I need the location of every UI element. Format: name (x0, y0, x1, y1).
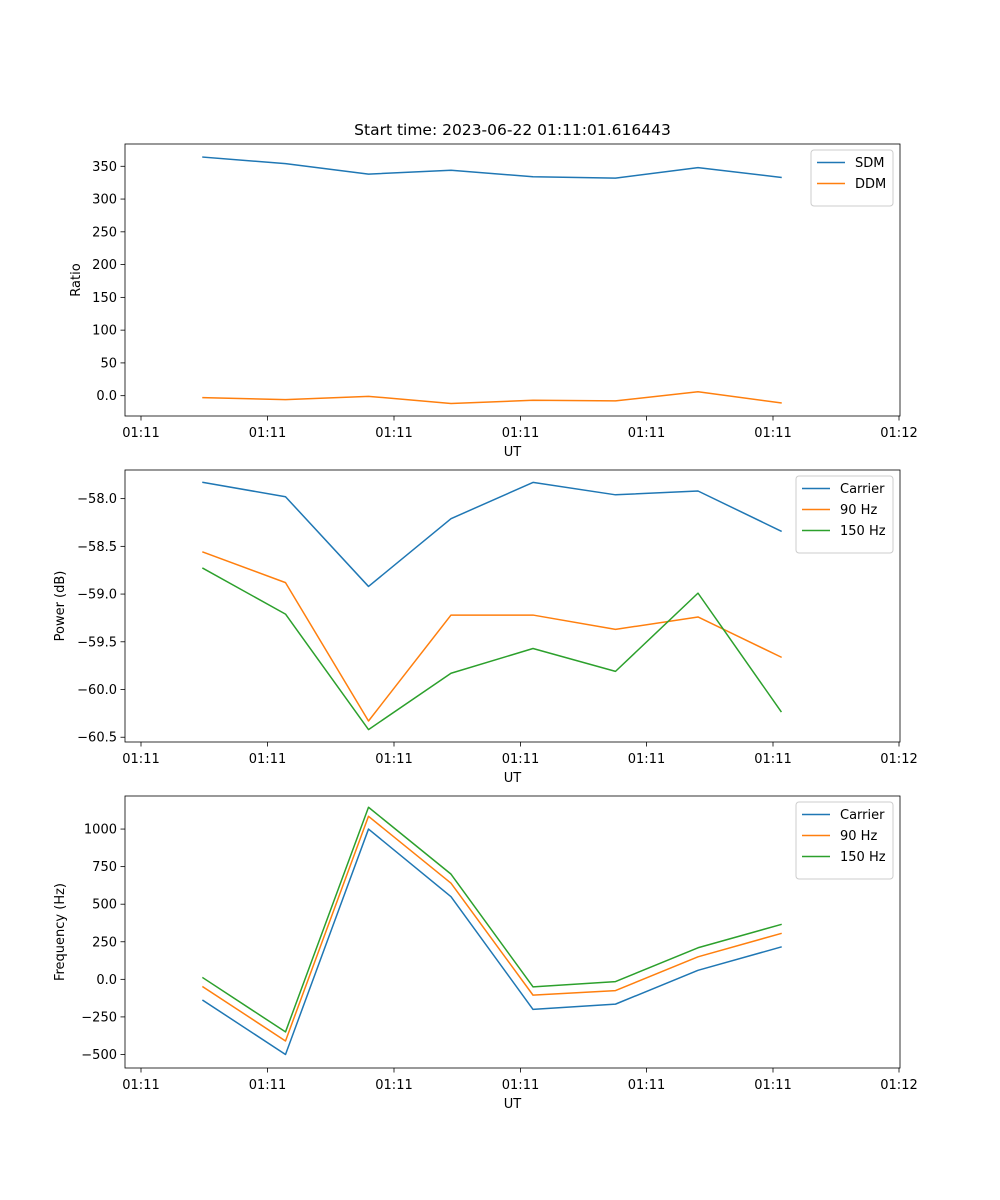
legend-label: SDM (855, 156, 884, 171)
y-tick-label: 0.0 (96, 389, 117, 404)
x-tick-label: 01:11 (502, 752, 539, 767)
y-axis-label: Frequency (Hz) (53, 883, 68, 981)
x-tick-label: 01:11 (628, 1078, 665, 1093)
x-tick-label: 01:11 (754, 426, 791, 441)
legend: SDM DDM (810, 149, 894, 207)
series-line-150-hz (201, 806, 782, 1033)
y-tick-label: −59.5 (77, 635, 117, 650)
y-tick-label: 0.0 (96, 973, 117, 988)
legend-box (795, 475, 894, 554)
x-tick-label: 01:11 (502, 426, 539, 441)
y-tick-label: 200 (92, 258, 117, 273)
x-tick-label: 01:11 (375, 1078, 412, 1093)
y-tick-label: 150 (92, 291, 117, 306)
legend-box (810, 149, 894, 207)
y-axis-label: Power (dB) (53, 571, 68, 642)
panel-2: 01:11 01:11 01:11 01:11 01:11 01:11 01:12 −58.0… (53, 469, 918, 786)
x-tick-label: 01:11 (375, 426, 412, 441)
y-tick-label: 250 (92, 935, 117, 950)
series-line-sdm (202, 156, 782, 179)
series-line-carrier (202, 481, 783, 588)
x-axis-label: UT (504, 445, 522, 460)
series-line-90-hz (202, 551, 783, 722)
x-tick-label: 01:11 (628, 426, 665, 441)
x-tick-label: 01:11 (375, 752, 412, 767)
y-tick-label: 300 (92, 193, 117, 208)
x-tick-label: 01:11 (628, 752, 665, 767)
x-tick-label: 01:11 (122, 426, 159, 441)
x-tick-label: 01:11 (122, 1078, 159, 1093)
x-tick-label: 01:11 (249, 426, 286, 441)
y-tick-label: 100 (92, 324, 117, 339)
y-tick-label: −60.5 (77, 731, 117, 746)
x-tick-label: 01:11 (249, 752, 286, 767)
legend-label: 150 Hz (840, 524, 886, 539)
y-tick-label: 500 (92, 898, 117, 913)
series-line-carrier (201, 828, 782, 1056)
legend-label: 90 Hz (840, 829, 877, 844)
y-tick-label: 1000 (84, 823, 117, 838)
y-tick-label: 50 (100, 356, 117, 371)
x-tick-label: 01:11 (502, 1078, 539, 1093)
y-tick-label: 250 (92, 225, 117, 240)
y-tick-label: −500 (81, 1048, 117, 1063)
legend-label: DDM (855, 177, 886, 192)
x-tick-label: 01:12 (880, 426, 917, 441)
panel-3: 01:11 01:11 01:11 01:11 01:11 01:11 01:12 1000 7… (53, 795, 918, 1112)
y-tick-label: −59.0 (77, 588, 117, 603)
x-tick-label: 01:11 (249, 1078, 286, 1093)
x-tick-label: 01:12 (880, 1078, 917, 1093)
series-line-150-hz (201, 567, 783, 731)
y-tick-label: −58.5 (77, 540, 117, 555)
figure-title: Start time: 2023-06-22 01:11:01.616443 (354, 121, 671, 139)
legend-label: 150 Hz (840, 850, 886, 865)
legend-label: 90 Hz (840, 503, 877, 518)
axes-frame (124, 143, 901, 417)
x-tick-label: 01:11 (754, 1078, 791, 1093)
x-tick-label: 01:11 (122, 752, 159, 767)
x-tick-label: 01:12 (880, 752, 917, 767)
axes-frame (124, 469, 901, 743)
x-tick-label: 01:11 (754, 752, 791, 767)
series-line-ddm (202, 391, 782, 405)
y-tick-label: 350 (92, 160, 117, 175)
y-tick-label: −58.0 (77, 492, 117, 507)
y-tick-label: −60.0 (77, 683, 117, 698)
legend: Carrier 90 Hz 150 Hz (795, 801, 894, 880)
x-axis-label: UT (504, 1097, 522, 1112)
y-tick-label: 750 (92, 860, 117, 875)
x-axis-label: UT (504, 771, 522, 786)
legend-label: Carrier (840, 482, 885, 497)
axes-frame (124, 795, 901, 1069)
y-tick-label: −250 (81, 1010, 117, 1025)
panel-1: 01:11 01:11 01:11 01:11 01:11 01:11 01:12 0.0 50… (69, 143, 918, 460)
legend-box (795, 801, 894, 880)
y-axis-label: Ratio (69, 263, 84, 296)
series-line-90-hz (201, 815, 782, 1042)
legend: Carrier 90 Hz 150 Hz (795, 475, 894, 554)
legend-label: Carrier (840, 808, 885, 823)
